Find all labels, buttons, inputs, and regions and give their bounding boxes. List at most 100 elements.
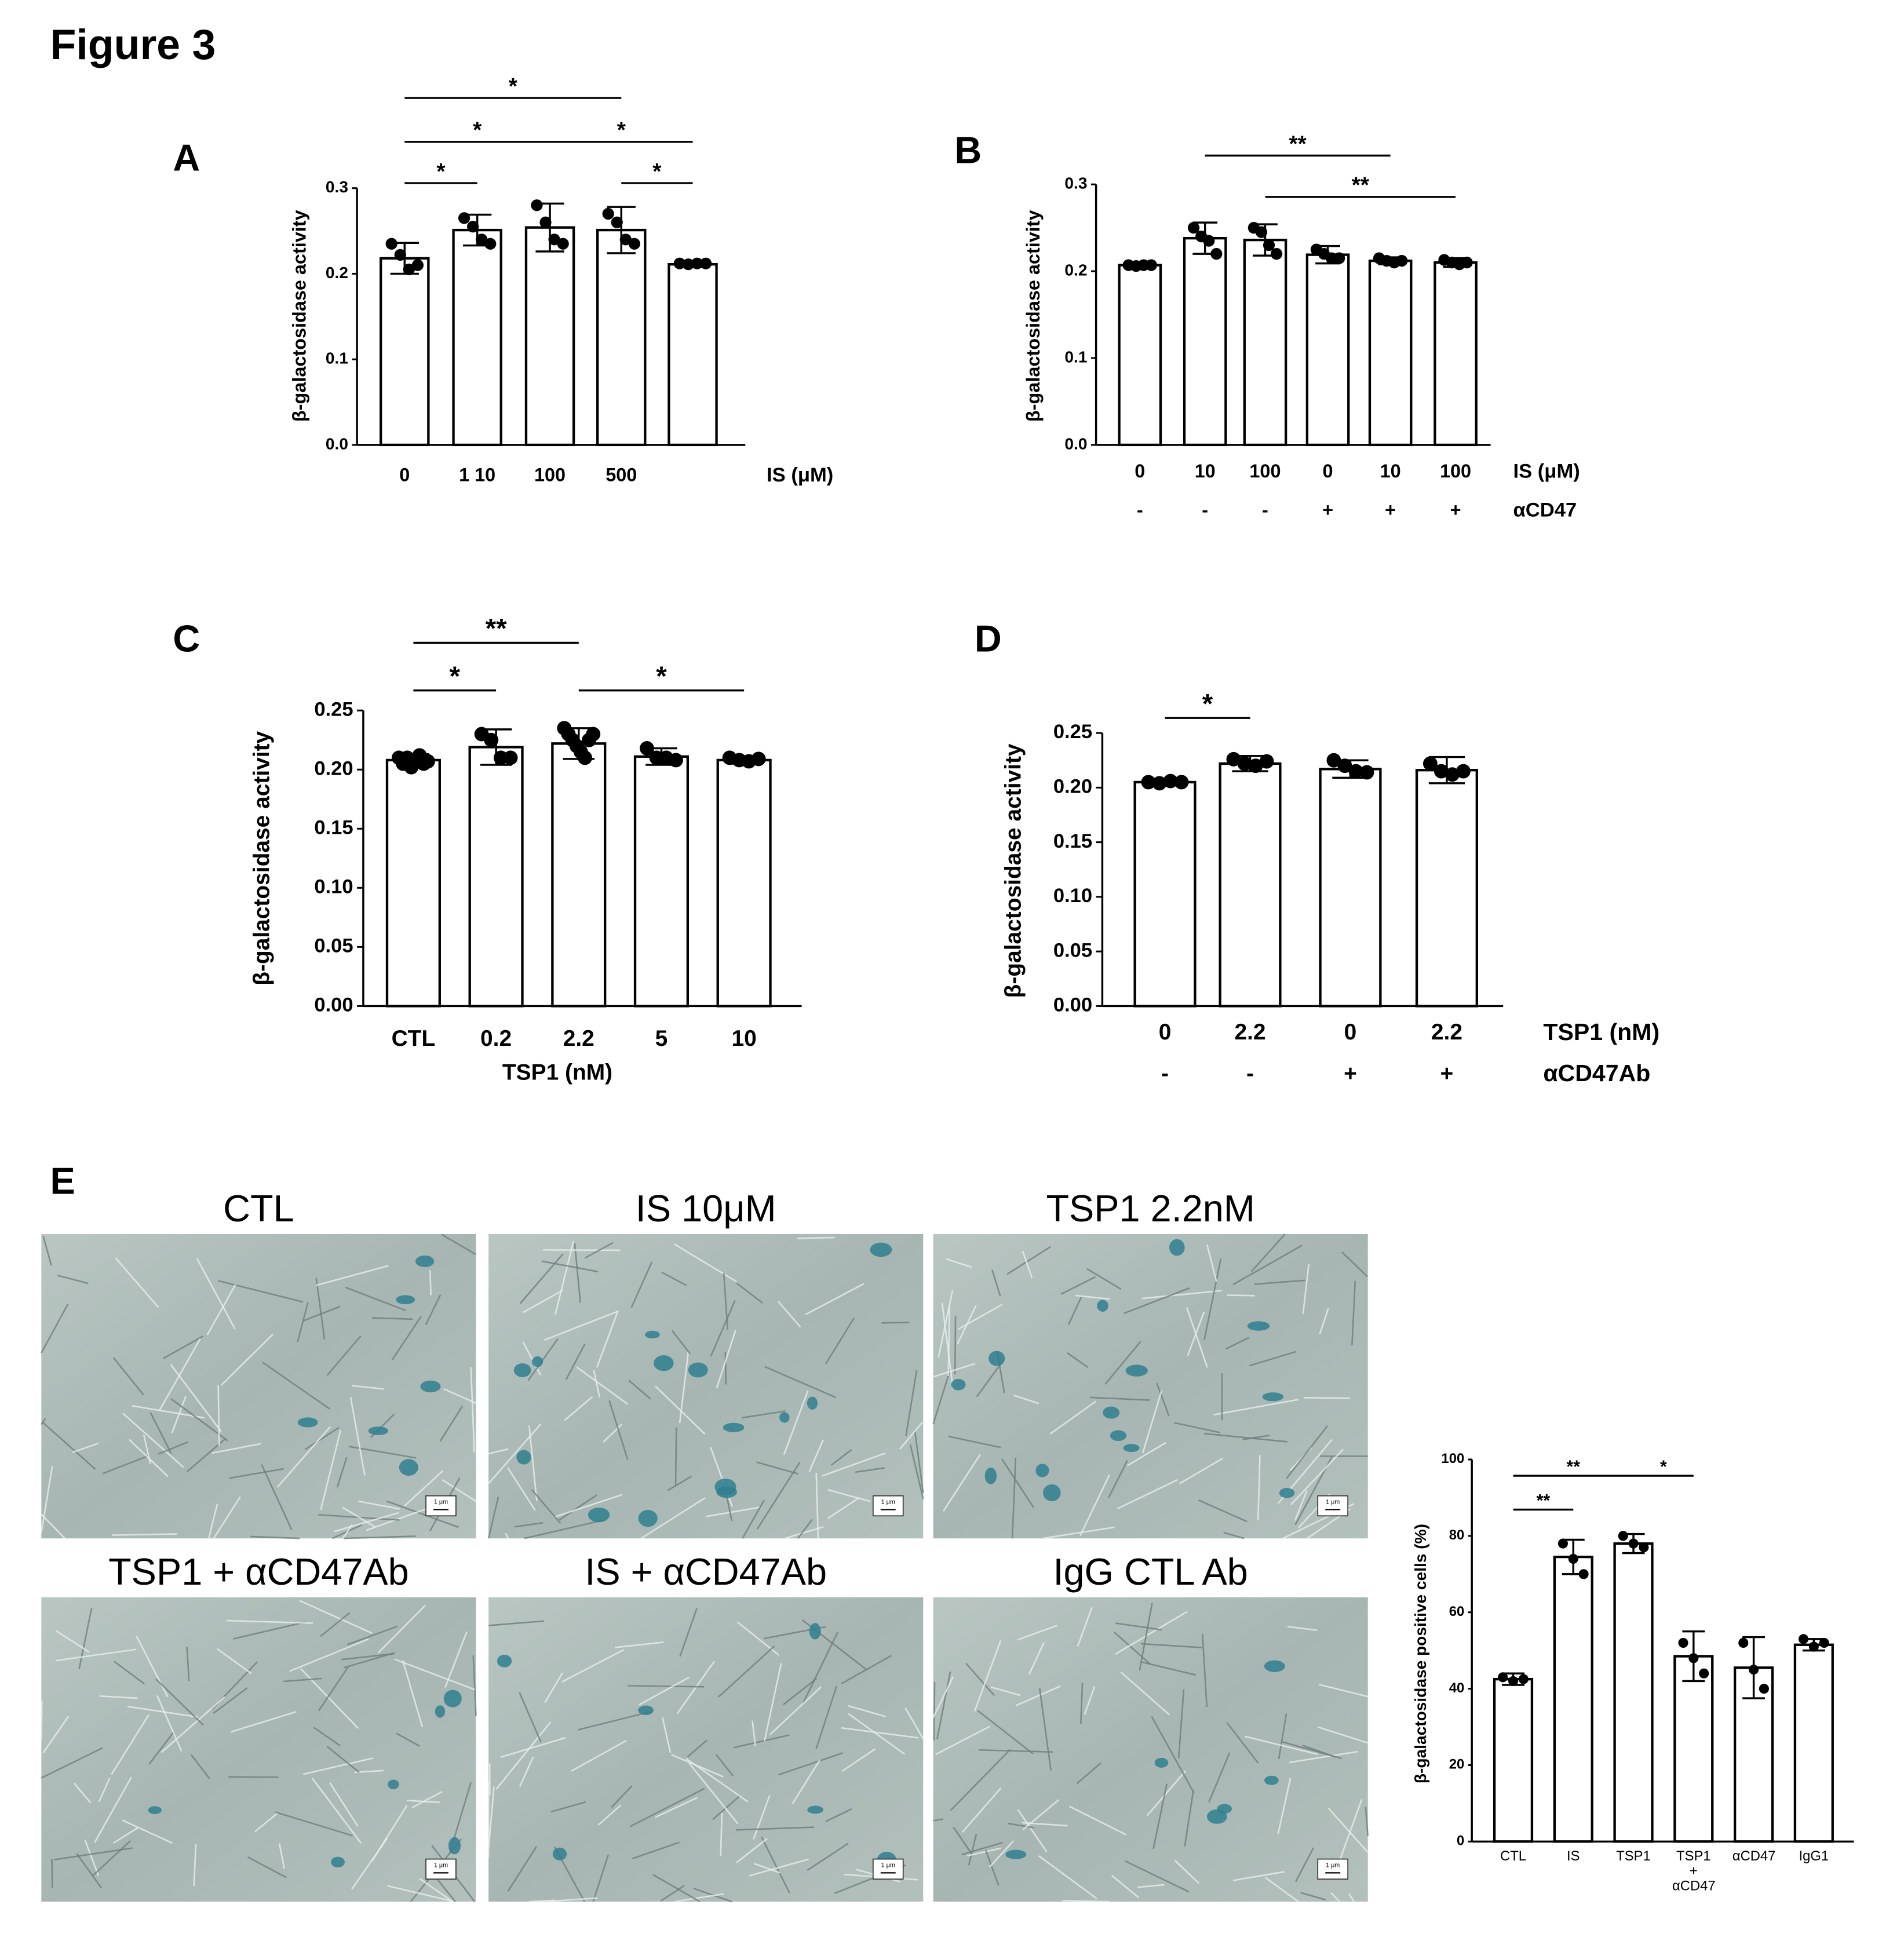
cell <box>1060 1276 1096 1295</box>
cell <box>749 1858 809 1877</box>
cell <box>527 1338 559 1381</box>
cell <box>315 1278 326 1340</box>
cell <box>671 1330 691 1355</box>
panel-letter: A <box>173 136 200 178</box>
cell <box>736 1826 815 1831</box>
significance-label: * <box>1660 1457 1667 1476</box>
stained-cell <box>645 1330 660 1339</box>
cell <box>676 1661 715 1714</box>
cell <box>797 1519 813 1539</box>
cell <box>1140 1643 1202 1648</box>
data-point <box>1639 1542 1649 1553</box>
cell <box>640 1497 706 1539</box>
cell <box>507 1467 536 1511</box>
cell <box>425 1294 442 1326</box>
panel-letter: C <box>173 617 200 659</box>
cell <box>715 1754 734 1777</box>
cell <box>655 1385 706 1435</box>
data-point <box>668 753 683 768</box>
x-tick-label-box: CTL <box>1500 1849 1526 1864</box>
x-tick-label: αCD47 <box>1732 1849 1776 1865</box>
data-point <box>1237 756 1252 771</box>
significance-label: * <box>656 661 667 692</box>
cell <box>628 1380 651 1400</box>
cell <box>1319 1308 1329 1335</box>
x-tick-label-row2: - <box>1202 499 1208 520</box>
data-point <box>467 221 479 233</box>
bar <box>1368 259 1413 447</box>
cell <box>218 1280 304 1303</box>
data-point <box>1333 252 1345 264</box>
cell <box>1300 1892 1326 1901</box>
cell <box>1208 1752 1231 1803</box>
cell <box>1203 1258 1222 1340</box>
cell <box>419 1878 453 1903</box>
bar <box>1133 780 1197 1008</box>
cell <box>1317 1726 1369 1744</box>
cell <box>304 1426 340 1450</box>
stained-cell <box>1262 1392 1284 1402</box>
cell <box>965 1662 995 1696</box>
cell <box>1278 1713 1287 1760</box>
cell <box>1028 1642 1045 1675</box>
cell <box>1201 1633 1208 1707</box>
cell <box>1152 1783 1168 1849</box>
data-point <box>484 732 499 747</box>
y-tick-label: 0.05 <box>314 935 353 957</box>
cell <box>519 1253 564 1304</box>
scale-bar-box <box>872 1858 904 1880</box>
y-tick-label: 0.25 <box>314 698 353 720</box>
stained-cell <box>331 1856 345 1868</box>
cell <box>55 1648 137 1662</box>
stained-cell <box>984 1467 997 1484</box>
data-point <box>1688 1653 1699 1663</box>
micrograph-title: IS 10μM <box>636 1187 776 1229</box>
y-tick-label: 0.20 <box>1053 775 1092 797</box>
cell <box>488 1423 542 1484</box>
cell <box>488 1620 544 1626</box>
cell <box>1250 1234 1286 1272</box>
scale-bar-label: 1 μm <box>881 1862 895 1869</box>
cell <box>213 1496 241 1539</box>
cell <box>881 1322 909 1324</box>
cell <box>603 1423 623 1443</box>
micrograph-title: IgG CTL Ab <box>1053 1550 1248 1593</box>
y-tick-label: 0.0 <box>326 435 348 453</box>
cell <box>441 1234 477 1256</box>
cell <box>1137 1884 1165 1888</box>
cell <box>42 1235 52 1266</box>
cell <box>706 1506 760 1517</box>
data-point <box>1759 1684 1769 1694</box>
cell <box>1285 1425 1329 1480</box>
data-point <box>1699 1668 1709 1679</box>
data-point <box>539 216 552 228</box>
data-point <box>673 257 686 269</box>
cell <box>1115 1622 1162 1631</box>
y-tick-label: 0.00 <box>314 994 353 1016</box>
x-tick-label: 1 10 <box>459 464 495 485</box>
significance-label: ** <box>1537 1491 1551 1510</box>
x-tick-label: 100 <box>1249 461 1281 481</box>
cell <box>1351 1280 1356 1345</box>
cell <box>336 1457 348 1488</box>
y-tick-label: 100 <box>1442 1451 1465 1466</box>
data-point <box>1145 259 1158 271</box>
cell <box>1008 1822 1034 1829</box>
cell <box>1090 1396 1150 1401</box>
cell <box>968 1834 977 1866</box>
row-label: IS (μM) <box>1513 461 1580 483</box>
cell <box>841 1655 892 1685</box>
micrograph-title: TSP1 2.2nM <box>1046 1187 1254 1229</box>
bar <box>524 226 575 447</box>
stained-cell <box>1035 1464 1049 1477</box>
cell <box>149 1412 172 1454</box>
row-label: TSP1 (nM) <box>1543 1019 1659 1045</box>
cell <box>848 1705 886 1717</box>
stained-cell <box>148 1806 162 1815</box>
stained-cell <box>516 1450 531 1465</box>
cell <box>320 1612 351 1637</box>
cell <box>564 1396 593 1421</box>
y-tick-label: 0.10 <box>314 875 353 897</box>
stained-cell <box>388 1779 399 1790</box>
data-point <box>503 750 518 765</box>
